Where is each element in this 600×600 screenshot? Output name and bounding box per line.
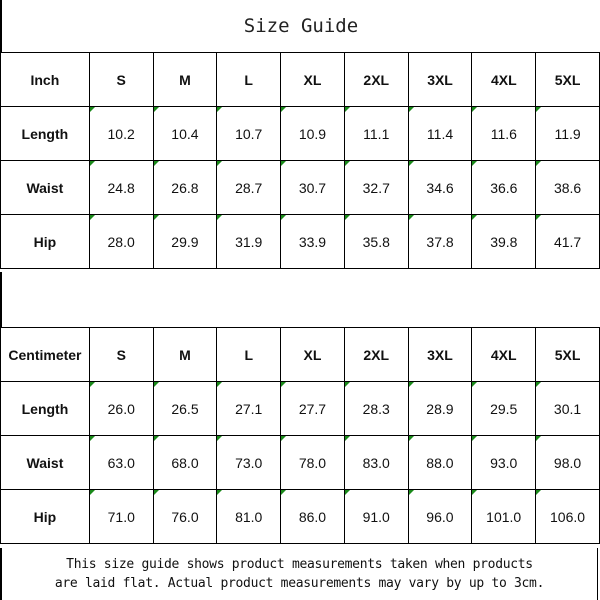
measurement-value: 26.0: [88, 381, 154, 436]
size-header: 3XL: [407, 327, 473, 382]
measurement-value: 41.7: [535, 214, 600, 269]
size-header: 3XL: [407, 52, 473, 107]
measurement-value: 24.8: [88, 160, 154, 215]
size-header: XL: [280, 327, 345, 382]
size-header: L: [216, 327, 282, 382]
size-header: S: [88, 52, 154, 107]
measurement-value: 68.0: [152, 435, 218, 490]
table-row: Waist 24.8 26.8 28.7 30.7 32.7 34.6 36.6 38.6: [0, 160, 600, 215]
measurement-value: 29.5: [471, 381, 537, 436]
measurement-value: 11.9: [535, 106, 600, 161]
measurement-value: 81.0: [216, 489, 282, 544]
table-row: Waist 63.0 68.0 73.0 78.0 83.0 88.0 93.0 98.0: [0, 435, 600, 490]
inch-size-table: Inch S M L XL 2XL 3XL 4XL 5XL Length 10.2 10.4 10.7 1…: [0, 52, 600, 269]
measurement-value: 78.0: [280, 435, 345, 490]
measurement-value: 32.7: [343, 160, 409, 215]
page-title: Size Guide: [0, 0, 600, 52]
size-header: 2XL: [343, 327, 409, 382]
size-header: 5XL: [535, 327, 600, 382]
measurement-value: 10.9: [280, 106, 345, 161]
measurement-value: 91.0: [343, 489, 409, 544]
measurement-value: 29.9: [152, 214, 218, 269]
note-line-1: This size guide shows product measuremen…: [66, 557, 533, 572]
measurement-value: 30.7: [280, 160, 345, 215]
size-header: 4XL: [471, 52, 537, 107]
measurement-label: Hip: [0, 214, 90, 269]
measurement-value: 98.0: [535, 435, 600, 490]
centimeter-size-table: Centimeter S M L XL 2XL 3XL 4XL 5XL Length 26.0 26.…: [0, 327, 600, 544]
size-header: 2XL: [343, 52, 409, 107]
size-note: This size guide shows product measuremen…: [0, 548, 598, 600]
table-row: Hip 28.0 29.9 31.9 33.9 35.8 37.8 39.8 41.7: [0, 214, 600, 269]
measurement-value: 71.0: [88, 489, 154, 544]
measurement-value: 28.3: [343, 381, 409, 436]
measurement-value: 11.4: [407, 106, 473, 161]
measurement-value: 38.6: [535, 160, 600, 215]
size-header: 4XL: [471, 327, 537, 382]
unit-label: Centimeter: [0, 327, 90, 382]
size-header: S: [88, 327, 154, 382]
measurement-label: Waist: [0, 160, 90, 215]
measurement-value: 28.7: [216, 160, 282, 215]
measurement-value: 10.4: [152, 106, 218, 161]
size-header: M: [152, 327, 218, 382]
measurement-value: 88.0: [407, 435, 473, 490]
measurement-value: 39.8: [471, 214, 537, 269]
measurement-label: Hip: [0, 489, 90, 544]
size-header: M: [152, 52, 218, 107]
size-header: XL: [280, 52, 345, 107]
measurement-label: Length: [0, 106, 90, 161]
measurement-label: Waist: [0, 435, 90, 490]
measurement-value: 33.9: [280, 214, 345, 269]
measurement-label: Length: [0, 381, 90, 436]
measurement-value: 63.0: [88, 435, 154, 490]
measurement-value: 76.0: [152, 489, 218, 544]
measurement-value: 96.0: [407, 489, 473, 544]
measurement-value: 106.0: [535, 489, 600, 544]
measurement-value: 31.9: [216, 214, 282, 269]
measurement-value: 26.5: [152, 381, 218, 436]
header-row: Centimeter S M L XL 2XL 3XL 4XL 5XL: [0, 327, 600, 382]
note-line-2: are laid flat. Actual product measuremen…: [54, 576, 545, 591]
measurement-value: 73.0: [216, 435, 282, 490]
measurement-value: 37.8: [407, 214, 473, 269]
size-header: 5XL: [535, 52, 600, 107]
measurement-value: 83.0: [343, 435, 409, 490]
measurement-value: 34.6: [407, 160, 473, 215]
measurement-value: 35.8: [343, 214, 409, 269]
size-header: L: [216, 52, 282, 107]
table-row: Length 10.2 10.4 10.7 10.9 11.1 11.4 11.6 11.9: [0, 106, 600, 161]
measurement-value: 11.6: [471, 106, 537, 161]
measurement-value: 28.9: [407, 381, 473, 436]
measurement-value: 28.0: [88, 214, 154, 269]
measurement-value: 93.0: [471, 435, 537, 490]
measurement-value: 30.1: [535, 381, 600, 436]
measurement-value: 26.8: [152, 160, 218, 215]
table-row: Hip 71.0 76.0 81.0 86.0 91.0 96.0 101.0 106.0: [0, 489, 600, 544]
measurement-value: 27.1: [216, 381, 282, 436]
table-row: Length 26.0 26.5 27.1 27.7 28.3 28.9 29.5 30.1: [0, 381, 600, 436]
unit-label: Inch: [0, 52, 90, 107]
measurement-value: 86.0: [280, 489, 345, 544]
measurement-value: 27.7: [280, 381, 345, 436]
measurement-value: 10.2: [88, 106, 154, 161]
measurement-value: 10.7: [216, 106, 282, 161]
measurement-value: 11.1: [343, 106, 409, 161]
header-row: Inch S M L XL 2XL 3XL 4XL 5XL: [0, 52, 600, 107]
measurement-value: 101.0: [471, 489, 537, 544]
measurement-value: 36.6: [471, 160, 537, 215]
table-spacer: [0, 272, 600, 327]
